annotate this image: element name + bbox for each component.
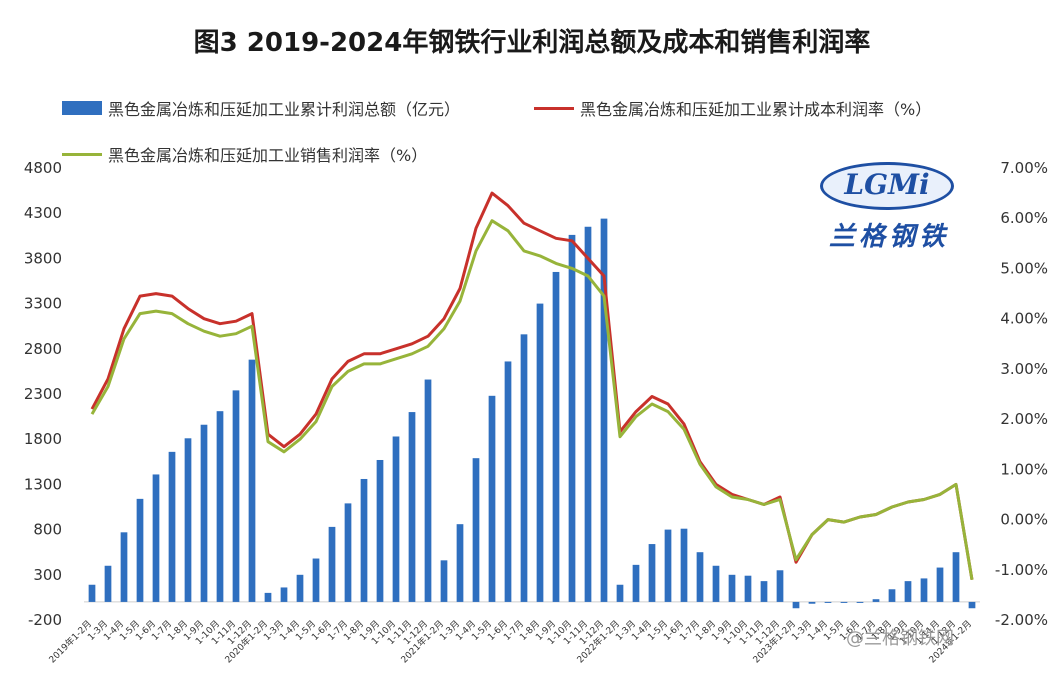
profit-bar (328, 526, 336, 602)
profit-bar (632, 564, 640, 602)
right-axis-tick: -2.00% (995, 611, 1048, 629)
profit-bar (456, 524, 464, 602)
legend-swatch-green (62, 152, 102, 156)
right-axis-tick: 6.00% (1000, 209, 1048, 227)
legend-item-cost-margin: 黑色金属冶炼和压延加工业累计成本利润率（%） (534, 96, 931, 120)
profit-bar (856, 601, 864, 603)
profit-bar (264, 592, 272, 602)
profit-bar (472, 458, 480, 602)
profit-bar (744, 575, 752, 602)
profit-bar (840, 601, 848, 603)
legend-swatch-red (534, 106, 574, 110)
profit-bar (584, 226, 592, 602)
left-axis-tick: -200 (28, 611, 62, 629)
left-axis-tick: 2300 (24, 385, 62, 403)
profit-bar (552, 271, 560, 602)
profit-bar (728, 574, 736, 602)
profit-bar (280, 587, 288, 602)
right-axis-tick: 0.00% (1000, 511, 1048, 529)
profit-bar (184, 438, 192, 602)
profit-bar (296, 574, 304, 602)
profit-bar (376, 459, 384, 602)
logo-text: LGMi (844, 168, 930, 201)
profit-bar (616, 584, 624, 602)
profit-bar (424, 379, 432, 602)
profit-bar (168, 451, 176, 602)
profit-bar (248, 359, 256, 602)
profit-bar (152, 474, 160, 602)
left-axis-tick: 3800 (24, 249, 62, 267)
profit-bar (568, 234, 576, 602)
left-axis-tick: 800 (33, 521, 62, 539)
left-axis-tick: 3300 (24, 295, 62, 313)
right-axis-tick: 2.00% (1000, 410, 1048, 428)
profit-bar (312, 558, 320, 602)
profit-bar (344, 503, 352, 602)
profit-bar (216, 411, 224, 602)
right-axis-tick: 3.00% (1000, 360, 1048, 378)
left-axis-tick: 4300 (24, 204, 62, 222)
profit-bar (600, 218, 608, 602)
profit-bar (408, 412, 416, 602)
profit-bar (536, 303, 544, 602)
profit-bar (136, 498, 144, 602)
profit-bar (200, 424, 208, 602)
left-axis-tick: 300 (33, 566, 62, 584)
legend-swatch-bar (62, 101, 102, 115)
legend-item-sales-margin: 黑色金属冶炼和压延加工业销售利润率（%） (62, 142, 427, 166)
profit-bar (648, 544, 656, 602)
profit-bar (712, 565, 720, 602)
legend-label-cost-margin: 黑色金属冶炼和压延加工业累计成本利润率（%） (580, 100, 932, 119)
profit-bar (872, 599, 880, 602)
profit-bar (936, 567, 944, 602)
profit-bar (680, 528, 688, 602)
profit-bar (776, 570, 784, 602)
profit-bar (824, 601, 832, 603)
sales-margin-line (90, 219, 974, 581)
left-axis-tick: 1300 (24, 475, 62, 493)
logo-oval (820, 162, 954, 210)
right-axis-tick: 4.00% (1000, 310, 1048, 328)
left-axis-tick: 4800 (24, 159, 62, 177)
profit-bar (104, 565, 112, 602)
profit-bar (504, 361, 512, 602)
profit-bar (664, 529, 672, 602)
profit-bar (920, 578, 928, 602)
profit-bar (392, 436, 400, 602)
profit-bar (808, 601, 816, 604)
profit-bar (792, 601, 800, 609)
profit-bar (968, 601, 976, 609)
profit-bar (440, 560, 448, 602)
legend-label-sales-margin: 黑色金属冶炼和压延加工业销售利润率（%） (108, 146, 428, 165)
right-axis-tick: 1.00% (1000, 460, 1048, 478)
profit-bar (904, 581, 912, 602)
profit-bar (360, 478, 368, 602)
profit-bar (88, 584, 96, 602)
logo-cn-text: 兰格钢铁 (828, 222, 949, 252)
right-axis-tick: -1.00% (995, 561, 1048, 579)
chart-title: 图3 2019-2024年钢铁行业利润总额及成本和销售利润率 (193, 28, 871, 58)
left-axis-tick: 1800 (24, 430, 62, 448)
profit-bar (952, 552, 960, 602)
profit-bar (696, 552, 704, 602)
right-axis-tick: 5.00% (1000, 259, 1048, 277)
right-axis-tick: 7.00% (1000, 159, 1048, 177)
profit-bar (120, 532, 128, 602)
watermark: @兰格钢铁网 (846, 628, 954, 649)
left-axis-tick: 2800 (24, 340, 62, 358)
profit-bar (760, 581, 768, 602)
lgmi-logo: LGMi 兰格钢铁 (814, 158, 964, 254)
profit-bar (520, 334, 528, 602)
legend-item-profit: 黑色金属冶炼和压延加工业累计利润总额（亿元） (62, 96, 460, 120)
profit-bar (488, 395, 496, 602)
profit-bar (232, 390, 240, 602)
profit-bar (888, 589, 896, 602)
legend-label-profit: 黑色金属冶炼和压延加工业累计利润总额（亿元） (108, 100, 461, 119)
